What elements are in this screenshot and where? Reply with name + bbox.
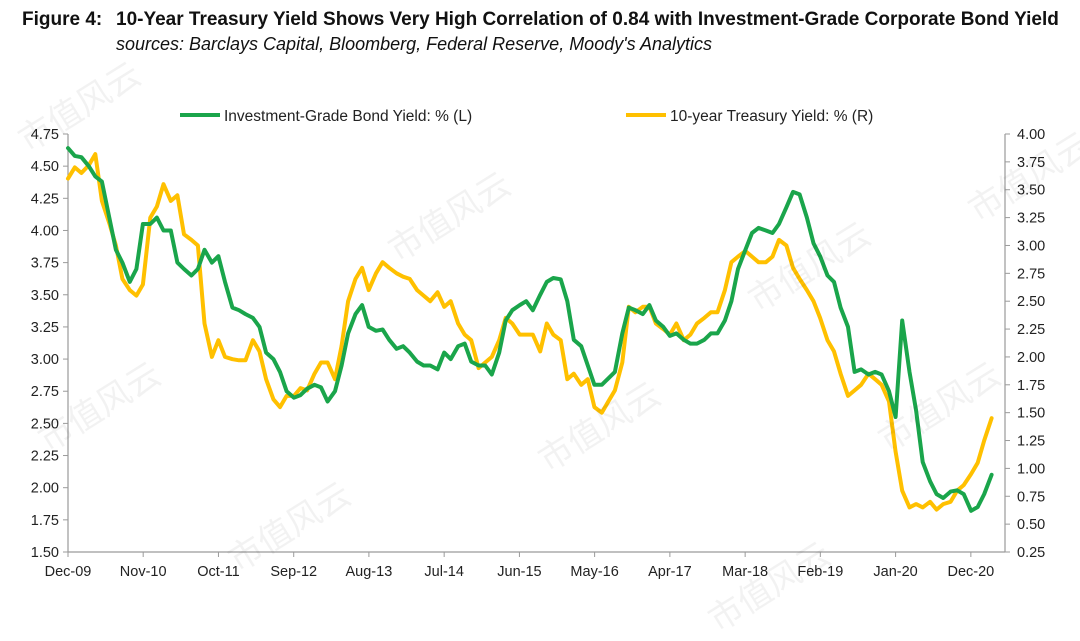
- treasury-yield-line: [66, 152, 994, 512]
- x-tick-label: Nov-10: [120, 564, 167, 580]
- y-right-tick-label: 4.00: [1017, 127, 1045, 143]
- x-tick-label: Aug-13: [346, 564, 393, 580]
- x-tick-label: Jan-20: [873, 564, 917, 580]
- legend-label-investment-grade: Investment-Grade Bond Yield: % (L): [224, 108, 472, 125]
- figure-header: Figure 4: 10-Year Treasury Yield Shows V…: [22, 8, 1062, 56]
- y-right-tick-label: 0.75: [1017, 489, 1045, 505]
- y-right-tick-label: 3.00: [1017, 238, 1045, 254]
- y-right-tick-label: 3.75: [1017, 155, 1045, 171]
- y-right-tick-label: 1.25: [1017, 434, 1045, 450]
- x-tick-label: Feb-19: [797, 564, 843, 580]
- chart-legend: Investment-Grade Bond Yield: % (L) 10-yea…: [180, 108, 873, 125]
- y-right-tick-label: 2.50: [1017, 294, 1045, 310]
- y-right-tick-label: 0.50: [1017, 517, 1045, 533]
- y-left-tick-label: 1.50: [31, 545, 59, 561]
- chart-axes: 1.50 1.75 2.00 2.25 2.50 2.75 3.00 3.25 3.50 3.75…: [31, 127, 1045, 580]
- y-right-tick-label: 1.00: [1017, 461, 1045, 477]
- figure-title: 10-Year Treasury Yield Shows Very High C…: [116, 9, 1059, 30]
- y-left-tick-label: 2.00: [31, 481, 59, 497]
- x-tick-label: Dec-09: [45, 564, 92, 580]
- y-left-tick-label: 4.25: [31, 191, 59, 207]
- y-left-tick-label: 2.25: [31, 449, 59, 465]
- y-left-tick-label: 4.50: [31, 159, 59, 175]
- y-left-tick-label: 3.75: [31, 256, 59, 272]
- x-tick-label: Dec-20: [947, 564, 994, 580]
- x-tick-label: May-16: [570, 564, 618, 580]
- figure-sources: sources: Barclays Capital, Bloomberg, Fe…: [116, 34, 713, 54]
- x-tick-label: Sep-12: [270, 564, 317, 580]
- y-left-tick-label: 4.75: [31, 127, 59, 143]
- chart-series: [66, 146, 994, 513]
- x-tick-label: Jul-14: [424, 564, 464, 580]
- y-left-tick-label: 2.50: [31, 416, 59, 432]
- investment-grade-yield-line: [66, 146, 994, 513]
- y-right-tick-label: 3.50: [1017, 183, 1045, 199]
- y-left-tick-label: 1.75: [31, 513, 59, 529]
- figure-title-row: Figure 4: 10-Year Treasury Yield Shows V…: [22, 8, 1062, 32]
- y-right-tick-label: 3.25: [1017, 211, 1045, 227]
- y-left-tick-label: 3.00: [31, 352, 59, 368]
- y-left-tick-label: 2.75: [31, 384, 59, 400]
- figure-label: Figure 4:: [22, 9, 103, 30]
- y-right-tick-label: 2.75: [1017, 266, 1045, 282]
- y-left-tick-label: 4.00: [31, 223, 59, 239]
- y-right-tick-label: 0.25: [1017, 545, 1045, 561]
- legend-label-treasury: 10-year Treasury Yield: % (R): [670, 108, 873, 125]
- x-tick-label: Oct-11: [197, 564, 239, 580]
- yield-chart: 1.50 1.75 2.00 2.25 2.50 2.75 3.00 3.25 3.50 3.75…: [31, 108, 1045, 580]
- x-tick-label: Mar-18: [722, 564, 768, 580]
- y-right-tick-label: 1.50: [1017, 406, 1045, 422]
- x-tick-label: Jun-15: [497, 564, 541, 580]
- y-right-tick-label: 2.25: [1017, 322, 1045, 338]
- y-left-tick-label: 3.25: [31, 320, 59, 336]
- x-tick-label: Apr-17: [648, 564, 692, 580]
- y-left-tick-label: 3.50: [31, 288, 59, 304]
- y-right-tick-label: 1.75: [1017, 378, 1045, 394]
- y-right-tick-label: 2.00: [1017, 350, 1045, 366]
